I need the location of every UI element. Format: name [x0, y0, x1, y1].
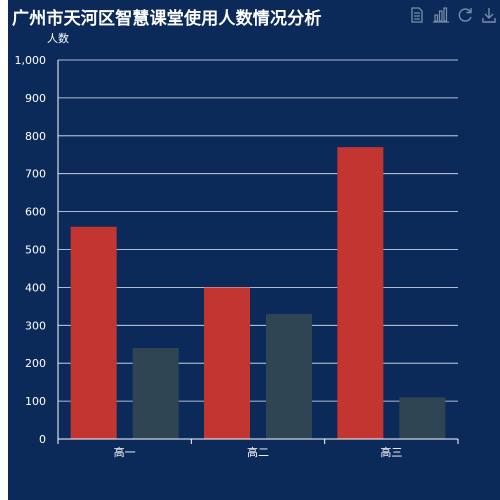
chart-title: 广州市天河区智慧课堂使用人数情况分析	[12, 9, 322, 29]
data-view-icon[interactable]	[408, 6, 426, 24]
bars	[70, 147, 446, 440]
x-tick-label: 高一	[114, 445, 136, 459]
y-tick-label: 700	[25, 168, 46, 181]
y-tick-label: 200	[25, 357, 46, 370]
y-tick-label: 400	[25, 281, 46, 294]
grid-lines	[58, 59, 458, 440]
bar-chart-icon[interactable]	[432, 6, 450, 24]
y-axis-title: 人数	[47, 32, 69, 45]
bar	[70, 226, 117, 439]
y-tick-label: 300	[25, 319, 46, 332]
y-tick-label: 800	[25, 130, 46, 143]
restore-icon[interactable]	[456, 6, 474, 24]
x-tick-label: 高二	[247, 445, 269, 459]
axes: 0 100 200 300 400 500 600 700 800 900 1,000 高一 高二 高三	[15, 54, 459, 459]
bar	[132, 348, 179, 439]
bar	[337, 147, 384, 440]
chart-toolbox	[408, 4, 498, 26]
y-tick-label: 0	[39, 433, 46, 446]
y-tick-label: 900	[25, 92, 46, 105]
save-image-icon[interactable]	[480, 6, 498, 24]
bar	[266, 313, 312, 439]
bar	[399, 397, 446, 439]
y-tick-label: 100	[25, 395, 46, 408]
y-tick-label: 600	[25, 206, 46, 219]
y-tick-label: 500	[25, 244, 46, 257]
y-tick-label: 1,000	[15, 54, 47, 67]
x-tick-label: 高三	[380, 445, 402, 459]
bar	[204, 287, 250, 439]
